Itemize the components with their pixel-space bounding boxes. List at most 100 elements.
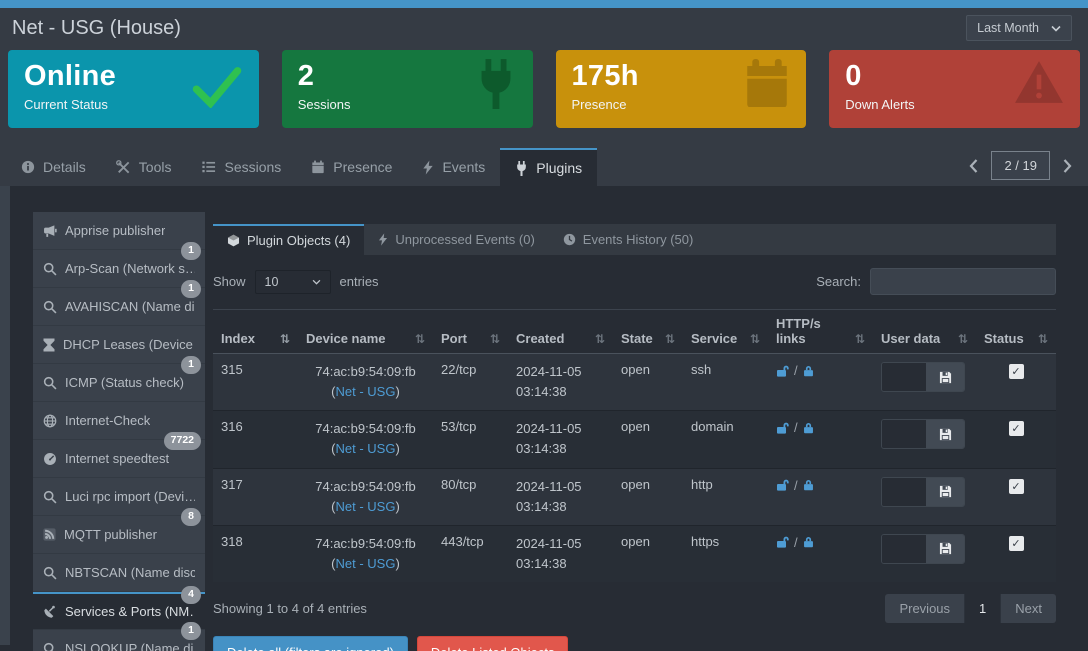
- unlock-icon[interactable]: [776, 478, 790, 492]
- next-page-button[interactable]: Next: [1015, 601, 1042, 617]
- sort-icon[interactable]: ⇅: [749, 332, 760, 346]
- tab-tools[interactable]: Tools: [101, 148, 187, 186]
- status-checkbox[interactable]: ✓: [1008, 535, 1024, 551]
- tab-unprocessed-events[interactable]: Unprocessed Events (0): [364, 224, 548, 255]
- cell-http-links: /: [768, 410, 873, 469]
- column-header-state[interactable]: State ⇅: [613, 309, 683, 354]
- search-label: Search:: [816, 274, 861, 289]
- status-checkbox[interactable]: ✓: [1008, 421, 1024, 437]
- sidebar-item-nslookup[interactable]: NSLOOKUP (Name di… 1: [33, 622, 205, 651]
- save-user-data-button[interactable]: [926, 420, 964, 449]
- tab-events[interactable]: Events: [407, 148, 500, 186]
- plug-icon: [515, 160, 528, 176]
- sidebar-item-label: Apprise publisher: [65, 223, 166, 238]
- sort-icon[interactable]: ⇅: [279, 332, 290, 346]
- delete-listed-button[interactable]: Delete Listed Objects: [416, 636, 569, 651]
- sort-icon[interactable]: ⇅: [594, 332, 605, 346]
- lock-icon[interactable]: [802, 364, 815, 378]
- sidebar-item-avahiscan[interactable]: AVAHISCAN (Name di… 1: [33, 280, 205, 326]
- tab-label: Unprocessed Events (0): [395, 232, 535, 247]
- device-link[interactable]: Net - USG: [335, 498, 396, 514]
- delete-all-button[interactable]: Delete all (filters are ignored): [213, 636, 408, 651]
- save-user-data-button[interactable]: [926, 534, 964, 563]
- info-icon: [21, 160, 35, 174]
- sidebar-item-arp-scan[interactable]: Arp-Scan (Network s… 1: [33, 242, 205, 288]
- tab-events-history[interactable]: Events History (50): [549, 224, 708, 255]
- lock-icon[interactable]: [802, 421, 815, 435]
- globe-icon: [43, 414, 57, 428]
- sidebar-item-internet-speedtest[interactable]: Internet speedtest 7722: [33, 432, 205, 478]
- previous-page-button[interactable]: Previous: [885, 594, 966, 624]
- column-header-created[interactable]: Created ⇅: [508, 309, 613, 354]
- sort-icon[interactable]: ⇅: [489, 332, 500, 346]
- lock-icon[interactable]: [802, 535, 815, 549]
- column-header-status[interactable]: Status ⇅: [976, 309, 1056, 354]
- card-label: Current Status: [24, 97, 108, 113]
- device-link[interactable]: Net - USG: [335, 441, 396, 457]
- sidebar-item-services-ports[interactable]: Services & Ports (NM… 4: [33, 586, 205, 630]
- sidebar-item-mqtt-publisher[interactable]: MQTT publisher 8: [33, 508, 205, 554]
- list-ol-icon: [201, 160, 216, 174]
- sidebar-item-dhcp-leases[interactable]: DHCP Leases (Device …: [33, 326, 205, 364]
- column-header-service[interactable]: Service ⇅: [683, 309, 768, 354]
- plugin-main: Plugin Objects (4) Unprocessed Events (0…: [213, 224, 1056, 651]
- user-data-input[interactable]: [882, 477, 926, 506]
- count-badge: 8: [181, 508, 201, 526]
- device-link[interactable]: Net - USG: [335, 555, 396, 571]
- current-page-button[interactable]: 1: [965, 594, 1002, 624]
- page-size-select[interactable]: 10: [254, 269, 331, 294]
- cell-status: ✓: [976, 467, 1056, 526]
- sort-icon[interactable]: ⇅: [854, 332, 865, 346]
- device-link[interactable]: Net - USG: [335, 384, 396, 400]
- cell-service: ssh: [683, 352, 768, 411]
- sidebar-item-label: Internet speedtest: [65, 451, 170, 466]
- lock-icon[interactable]: [802, 478, 815, 492]
- cell-device-name: 74:ac:b9:54:09:fb (Net - USG): [298, 410, 433, 469]
- user-data-input[interactable]: [882, 534, 926, 563]
- pager-next-button[interactable]: [1059, 153, 1076, 179]
- save-user-data-button[interactable]: [926, 477, 964, 506]
- search-icon: [43, 262, 57, 276]
- sidebar-item-label: Services & Ports (NM…: [65, 604, 195, 619]
- tab-plugins[interactable]: Plugins: [500, 148, 598, 186]
- sort-icon[interactable]: ⇅: [414, 332, 425, 346]
- search-input[interactable]: [870, 268, 1056, 295]
- cell-user-data: [873, 352, 976, 411]
- column-header-device-name[interactable]: Device name ⇅: [298, 309, 433, 354]
- table-pagination: Previous 1 Next: [885, 594, 1056, 624]
- sidebar-item-luci-rpc-import[interactable]: Luci rpc import (Devi…: [33, 478, 205, 516]
- cell-port: 443/tcp: [433, 524, 508, 583]
- sidebar-item-icmp[interactable]: ICMP (Status check) 1: [33, 356, 205, 402]
- column-header-http-links[interactable]: HTTP/s links ⇅: [768, 309, 873, 354]
- table-row: 315 74:ac:b9:54:09:fb (Net - USG) 22/tcp…: [213, 352, 1056, 411]
- sort-icon[interactable]: ⇅: [664, 332, 675, 346]
- save-user-data-button[interactable]: [926, 363, 964, 391]
- user-data-input[interactable]: [882, 363, 926, 391]
- column-header-user-data[interactable]: User data ⇅: [873, 309, 976, 354]
- unlock-icon[interactable]: [776, 535, 790, 549]
- sort-icon[interactable]: ⇅: [957, 332, 968, 346]
- cell-created: 2024-11-05 03:14:38: [508, 352, 613, 411]
- status-checkbox[interactable]: ✓: [1008, 364, 1024, 379]
- tab-sessions[interactable]: Sessions: [186, 148, 296, 186]
- user-data-input[interactable]: [882, 420, 926, 449]
- speedometer-icon: [43, 452, 57, 466]
- pager-prev-button[interactable]: [965, 153, 982, 179]
- sort-icon[interactable]: ⇅: [1037, 332, 1048, 346]
- tab-details[interactable]: Details: [6, 148, 101, 186]
- tab-plugin-objects[interactable]: Plugin Objects (4): [213, 224, 365, 255]
- sidebar-item-label: Internet-Check: [65, 413, 151, 428]
- sidebar-item-apprise-publisher[interactable]: Apprise publisher: [33, 212, 205, 250]
- period-select[interactable]: Last Month: [966, 15, 1072, 41]
- card-label: Sessions: [297, 97, 351, 113]
- status-checkbox[interactable]: ✓: [1008, 478, 1024, 494]
- column-header-index[interactable]: Index ⇅: [213, 309, 298, 354]
- unlock-icon[interactable]: [776, 364, 790, 378]
- cell-index: 318: [213, 524, 298, 583]
- table-summary: Showing 1 to 4 of 4 entries: [213, 601, 367, 617]
- column-header-port[interactable]: Port ⇅: [433, 309, 508, 354]
- bolt-icon: [422, 159, 434, 175]
- tab-presence[interactable]: Presence: [296, 148, 407, 186]
- unlock-icon[interactable]: [776, 421, 790, 435]
- sidebar-item-nbtscan[interactable]: NBTSCAN (Name disc…: [33, 554, 205, 592]
